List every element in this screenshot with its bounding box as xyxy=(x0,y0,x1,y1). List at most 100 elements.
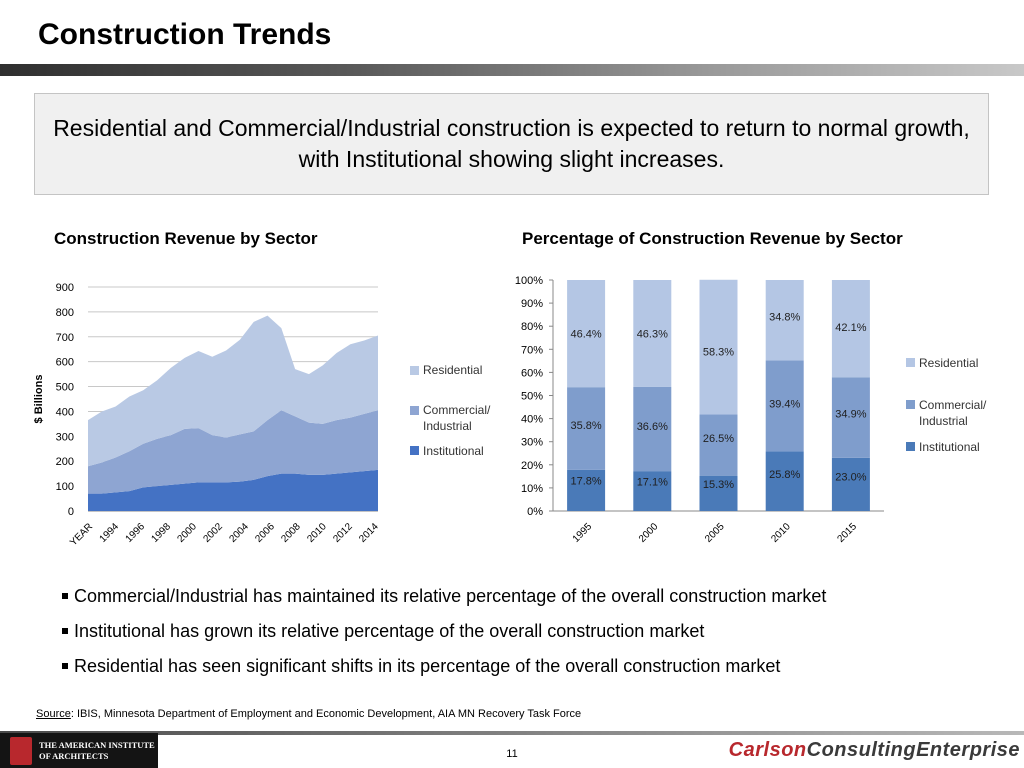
page-title: Construction Trends xyxy=(38,18,332,51)
area-legend: Residential Commercial/ Industrial Insti… xyxy=(410,363,491,458)
source-label: Source xyxy=(36,708,71,720)
data-label: 15.3% xyxy=(703,479,734,491)
data-label: 36.6% xyxy=(637,421,668,433)
bullet-icon xyxy=(62,628,68,634)
aia-emblem-icon xyxy=(10,736,32,765)
x-tick-label: 2000 xyxy=(637,521,661,545)
data-label: 17.1% xyxy=(637,476,668,488)
carlson-logo: CarlsonConsultingEnterprise xyxy=(729,739,1020,762)
data-label: 26.5% xyxy=(703,433,734,445)
bar-segment-residential xyxy=(831,280,870,378)
source-note: Source: IBIS, Minnesota Department of Em… xyxy=(36,708,581,720)
legend-label-institutional: Institutional xyxy=(919,440,980,454)
bar-segment-residential xyxy=(567,280,606,388)
bar-segment-institutional xyxy=(699,475,738,511)
data-label: 23.0% xyxy=(835,471,866,483)
y-tick-label: 40% xyxy=(521,414,543,426)
x-tick-label: 2010 xyxy=(769,521,793,545)
title-divider xyxy=(0,64,1024,76)
legend-label-commercial-2: Industrial xyxy=(919,414,968,428)
legend-swatch-commercial xyxy=(410,406,419,415)
y-tick-label: 700 xyxy=(56,332,74,344)
bar-segment-residential xyxy=(633,280,672,387)
y-tick-label: 30% xyxy=(521,437,543,449)
legend-swatch-institutional xyxy=(410,446,419,455)
bullet-list: Commercial/Industrial has maintained its… xyxy=(62,586,826,691)
x-tick-label: 1995 xyxy=(571,521,595,545)
legend-swatch-residential xyxy=(410,366,419,375)
data-label: 46.3% xyxy=(637,329,668,341)
y-tick-label: 400 xyxy=(56,406,74,418)
area-series-commercial-industrial xyxy=(88,410,378,494)
bar-segment-commercial-industrial xyxy=(831,377,870,458)
y-tick-label: 900 xyxy=(56,282,74,294)
bar-segment-institutional xyxy=(567,469,606,511)
legend-swatch-institutional xyxy=(906,442,915,451)
data-label: 34.9% xyxy=(835,409,866,421)
aia-logo-line1: THE AMERICAN INSTITUTE xyxy=(39,739,155,750)
data-label: 58.3% xyxy=(703,346,734,358)
legend-swatch-residential xyxy=(906,358,915,367)
list-item: Institutional has grown its relative per… xyxy=(62,621,826,656)
bullet-icon xyxy=(62,663,68,669)
y-tick-label: 60% xyxy=(521,367,543,379)
y-tick-label: 90% xyxy=(521,298,543,310)
bullet-text: Institutional has grown its relative per… xyxy=(74,621,705,641)
area-series-institutional xyxy=(88,469,378,511)
bar-chart-title: Percentage of Construction Revenue by Se… xyxy=(522,229,903,248)
legend-label-commercial: Commercial/ xyxy=(423,403,491,417)
bar-segment-institutional xyxy=(633,471,672,511)
legend-swatch-commercial xyxy=(906,400,915,409)
page-number: 11 xyxy=(506,748,518,760)
area-series-residential xyxy=(88,315,378,467)
y-tick-label: 600 xyxy=(56,357,74,369)
bullet-icon xyxy=(62,593,68,599)
y-tick-label: 80% xyxy=(521,321,543,333)
bar-segment-commercial-industrial xyxy=(633,386,672,472)
y-tick-label: 300 xyxy=(56,431,74,443)
y-tick-label: 20% xyxy=(521,460,543,472)
y-tick-label: 500 xyxy=(56,382,74,394)
y-tick-label: 50% xyxy=(521,391,543,403)
bar-segment-commercial-industrial xyxy=(699,414,738,476)
aia-logo-text: THE AMERICAN INSTITUTE OF ARCHITECTS xyxy=(39,740,155,762)
bar-segment-commercial-industrial xyxy=(567,387,606,470)
data-label: 42.1% xyxy=(835,322,866,334)
legend-label-residential: Residential xyxy=(919,356,978,370)
y-tick-label: 0% xyxy=(527,506,543,518)
y-axis-label: $ Billions xyxy=(33,375,45,424)
data-label: 46.4% xyxy=(570,329,601,341)
bar-segment-institutional xyxy=(831,457,870,511)
y-tick-label: 100 xyxy=(56,481,74,493)
legend-label-institutional: Institutional xyxy=(423,444,484,458)
y-tick-label: 10% xyxy=(521,483,543,495)
callout-box: Residential and Commercial/Industrial co… xyxy=(34,93,989,195)
data-label: 25.8% xyxy=(769,469,800,481)
bar-segment-commercial-industrial xyxy=(765,360,804,452)
data-label: 17.8% xyxy=(570,476,601,488)
source-text: : IBIS, Minnesota Department of Employme… xyxy=(70,708,582,720)
legend-label-commercial-2: Industrial xyxy=(423,419,472,433)
y-tick-label: 100% xyxy=(515,275,543,287)
area-chart-title: Construction Revenue by Sector xyxy=(54,229,318,248)
legend-label-commercial: Commercial/ xyxy=(919,398,987,412)
footer-divider xyxy=(0,731,1024,735)
y-tick-label: 800 xyxy=(56,307,74,319)
brand-part1: Carlson xyxy=(728,739,807,761)
list-item: Residential has seen significant shifts … xyxy=(62,656,826,691)
y-tick-label: 200 xyxy=(56,456,74,468)
data-label: 35.8% xyxy=(570,420,601,432)
legend-label-residential: Residential xyxy=(423,363,482,377)
bullet-text: Residential has seen significant shifts … xyxy=(74,656,781,676)
x-tick-label: 2015 xyxy=(836,521,860,545)
y-tick-label: 0 xyxy=(68,506,74,518)
list-item: Commercial/Industrial has maintained its… xyxy=(62,586,826,621)
bar-segment-institutional xyxy=(765,451,804,511)
data-label: 34.8% xyxy=(769,311,800,323)
bar-segment-residential xyxy=(699,279,738,415)
data-label: 39.4% xyxy=(769,399,800,411)
bar-legend: Residential Commercial/ Industrial Insti… xyxy=(906,356,987,454)
y-tick-label: 70% xyxy=(521,344,543,356)
aia-logo: THE AMERICAN INSTITUTE OF ARCHITECTS xyxy=(0,733,158,768)
